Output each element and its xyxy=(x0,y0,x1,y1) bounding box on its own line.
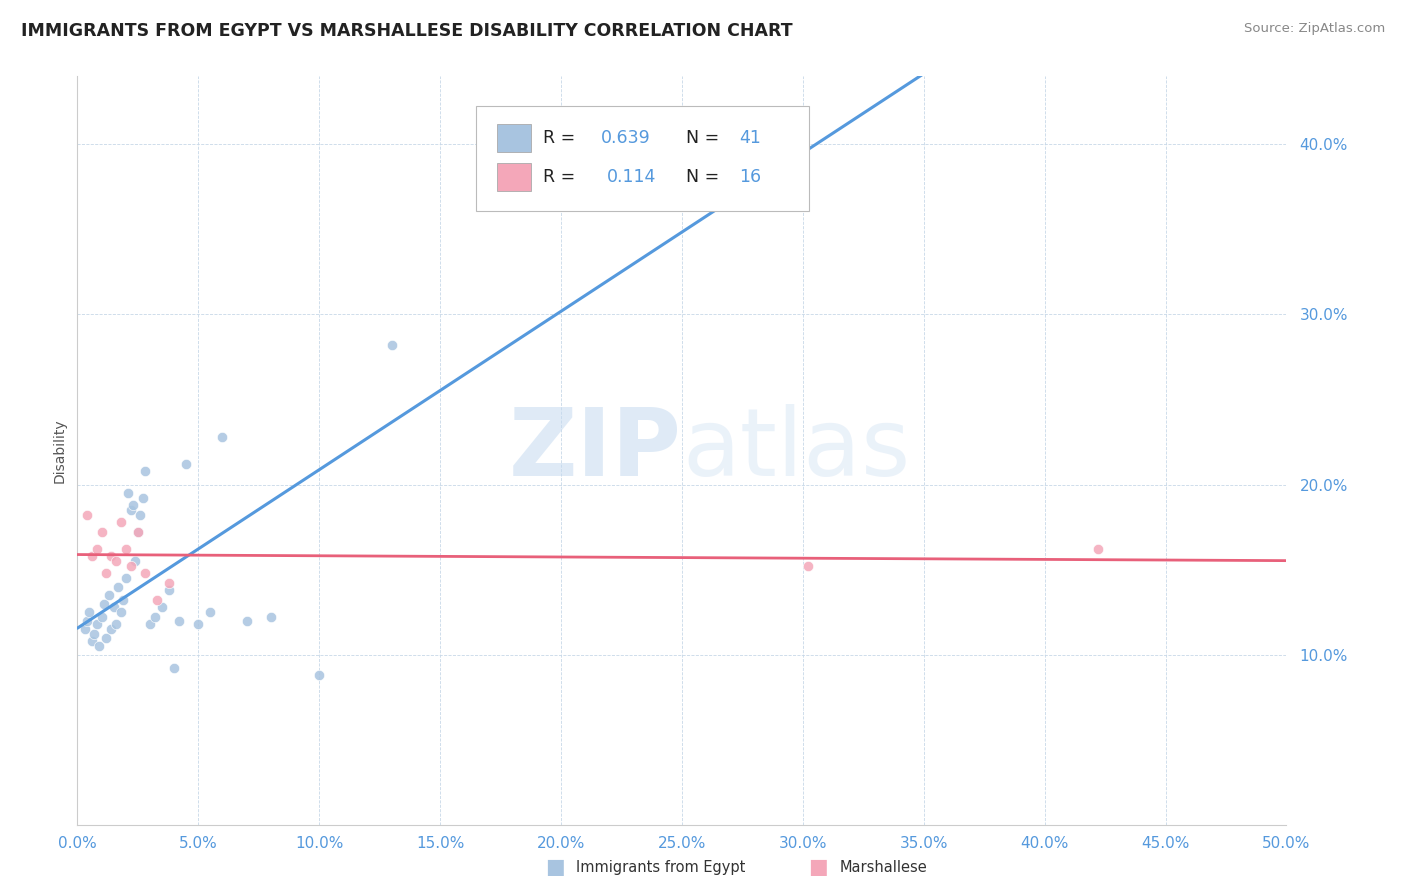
Text: ■: ■ xyxy=(546,857,565,877)
Point xyxy=(174,457,197,471)
Point xyxy=(143,610,166,624)
Point xyxy=(598,174,620,188)
Point xyxy=(90,610,112,624)
Point xyxy=(87,640,110,654)
Point xyxy=(120,559,142,574)
Point xyxy=(1087,542,1109,557)
Point xyxy=(83,627,105,641)
Point xyxy=(167,614,190,628)
FancyBboxPatch shape xyxy=(477,106,808,211)
Point xyxy=(100,549,122,563)
Point xyxy=(235,614,257,628)
Point xyxy=(96,566,118,580)
Text: atlas: atlas xyxy=(682,404,910,497)
Text: N =: N = xyxy=(686,168,724,186)
Point xyxy=(117,486,139,500)
Point xyxy=(127,525,149,540)
Point xyxy=(96,631,118,645)
Point xyxy=(110,605,132,619)
Point xyxy=(134,464,156,478)
Point xyxy=(114,571,136,585)
Point xyxy=(139,617,162,632)
Point xyxy=(100,622,122,636)
Point xyxy=(105,554,128,568)
Point xyxy=(381,338,404,352)
Text: R =: R = xyxy=(543,129,581,147)
Text: 16: 16 xyxy=(738,168,761,186)
Point xyxy=(86,617,108,632)
Text: 41: 41 xyxy=(738,129,761,147)
Point xyxy=(146,593,169,607)
Text: Source: ZipAtlas.com: Source: ZipAtlas.com xyxy=(1244,22,1385,36)
Y-axis label: Disability: Disability xyxy=(52,418,66,483)
Point xyxy=(129,508,152,523)
Point xyxy=(127,525,149,540)
Point xyxy=(796,559,818,574)
Point xyxy=(80,634,103,648)
Point xyxy=(157,576,180,591)
Point xyxy=(97,588,120,602)
Point xyxy=(200,605,222,619)
Text: N =: N = xyxy=(686,129,724,147)
Text: ■: ■ xyxy=(808,857,828,877)
Point xyxy=(134,566,156,580)
Text: Immigrants from Egypt: Immigrants from Egypt xyxy=(576,860,745,874)
Point xyxy=(131,491,153,505)
Point xyxy=(73,622,96,636)
Point xyxy=(76,508,98,523)
Point xyxy=(86,542,108,557)
Point xyxy=(308,668,330,682)
Point xyxy=(103,600,125,615)
Point xyxy=(260,610,283,624)
Point xyxy=(114,542,136,557)
Point xyxy=(80,549,103,563)
Text: IMMIGRANTS FROM EGYPT VS MARSHALLESE DISABILITY CORRELATION CHART: IMMIGRANTS FROM EGYPT VS MARSHALLESE DIS… xyxy=(21,22,793,40)
Point xyxy=(120,503,142,517)
Text: Marshallese: Marshallese xyxy=(839,860,927,874)
Point xyxy=(163,661,186,675)
Point xyxy=(187,617,209,632)
Text: R =: R = xyxy=(543,168,586,186)
Text: 0.114: 0.114 xyxy=(607,168,657,186)
Point xyxy=(76,614,98,628)
Point xyxy=(150,600,173,615)
Point xyxy=(105,617,128,632)
Bar xyxy=(496,124,531,153)
Point xyxy=(107,580,129,594)
Point xyxy=(93,597,115,611)
Point xyxy=(79,605,101,619)
Text: 0.639: 0.639 xyxy=(600,129,651,147)
Point xyxy=(110,515,132,529)
Point xyxy=(157,583,180,598)
Point xyxy=(90,525,112,540)
Point xyxy=(112,593,135,607)
Point xyxy=(211,430,233,444)
Point xyxy=(124,554,146,568)
Point xyxy=(122,498,145,512)
Text: ZIP: ZIP xyxy=(509,404,682,497)
Bar xyxy=(496,162,531,191)
